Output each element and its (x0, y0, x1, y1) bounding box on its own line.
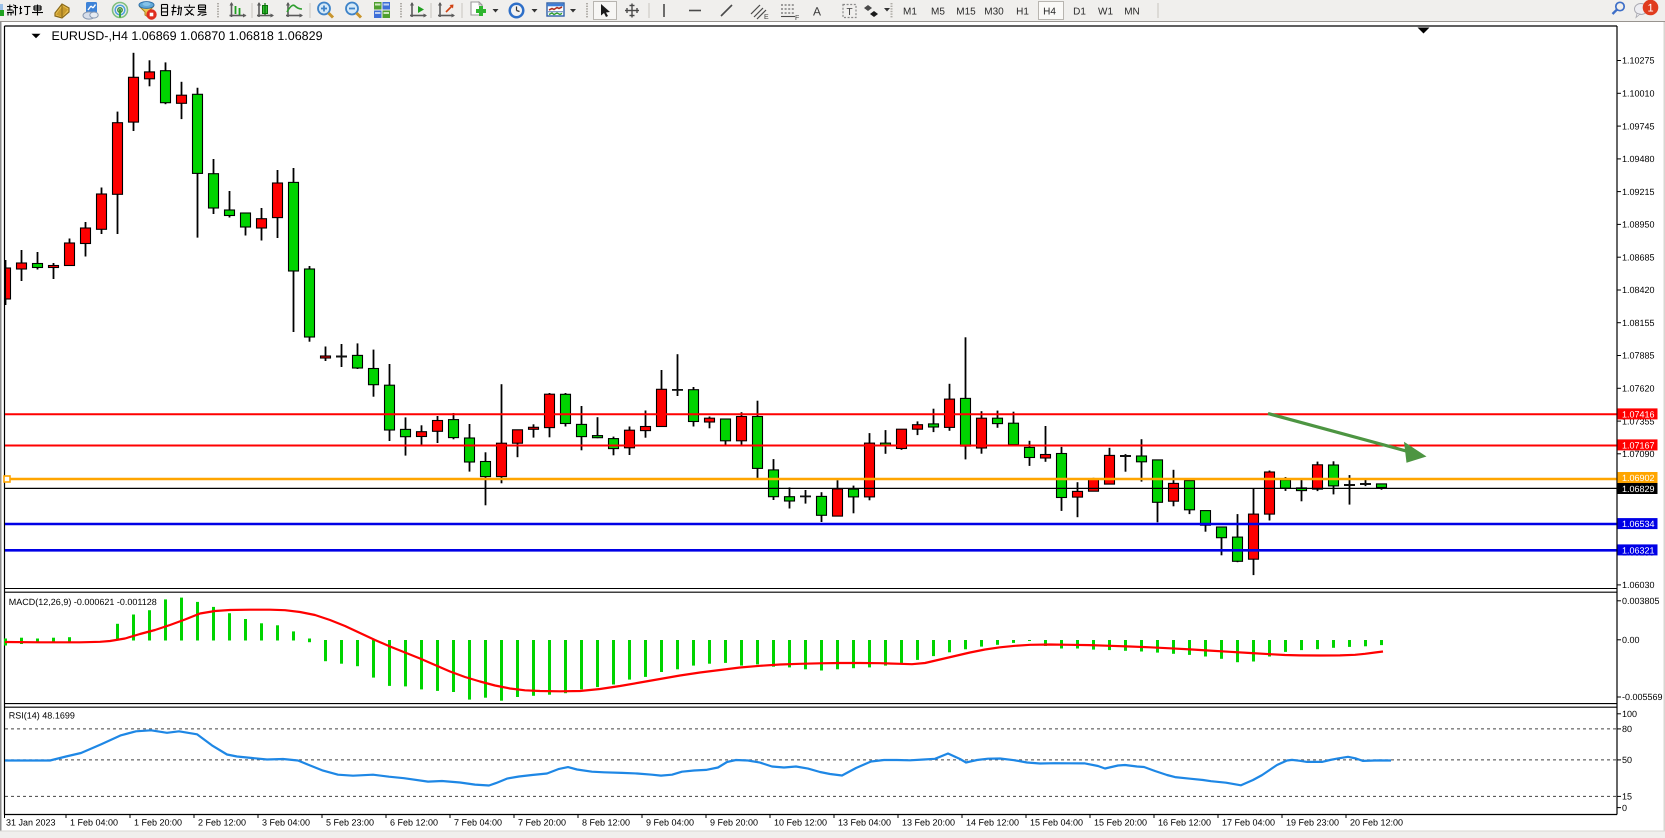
svg-text:1 Feb 04:00: 1 Feb 04:00 (70, 818, 118, 828)
svg-text:1.09480: 1.09480 (1622, 154, 1655, 164)
svg-text:31 Jan 2023: 31 Jan 2023 (6, 818, 56, 828)
svg-text:1.06534: 1.06534 (1622, 519, 1655, 529)
svg-text:7 Feb 20:00: 7 Feb 20:00 (518, 818, 566, 828)
svg-text:1.07416: 1.07416 (1622, 409, 1655, 419)
svg-text:19 Feb 23:00: 19 Feb 23:00 (1286, 818, 1339, 828)
svg-text:16 Feb 12:00: 16 Feb 12:00 (1158, 818, 1211, 828)
svg-text:10 Feb 12:00: 10 Feb 12:00 (774, 818, 827, 828)
svg-text:2 Feb 12:00: 2 Feb 12:00 (198, 818, 246, 828)
svg-text:1 Feb 20:00: 1 Feb 20:00 (134, 818, 182, 828)
svg-text:3 Feb 04:00: 3 Feb 04:00 (262, 818, 310, 828)
svg-text:M15: M15 (956, 7, 976, 18)
svg-text:1.07167: 1.07167 (1622, 440, 1655, 450)
svg-text:13 Feb 04:00: 13 Feb 04:00 (838, 818, 891, 828)
svg-text:MACD(12,26,9) -0.000621 -0.001: MACD(12,26,9) -0.000621 -0.001128 (9, 597, 157, 607)
svg-text:100: 100 (1622, 709, 1637, 719)
svg-text:1.07355: 1.07355 (1622, 416, 1655, 426)
svg-text:1.10275: 1.10275 (1622, 56, 1655, 66)
svg-text:W1: W1 (1098, 7, 1113, 18)
svg-text:1.07090: 1.07090 (1622, 449, 1655, 459)
svg-text:H4: H4 (1043, 7, 1056, 18)
svg-text:T: T (847, 7, 853, 18)
svg-text:F: F (795, 15, 799, 22)
svg-text:1.06829: 1.06829 (1622, 484, 1655, 494)
svg-text:E: E (764, 14, 769, 21)
svg-text:80: 80 (1622, 724, 1632, 734)
svg-text:7 Feb 04:00: 7 Feb 04:00 (454, 818, 502, 828)
svg-text:5 Feb 23:00: 5 Feb 23:00 (326, 818, 374, 828)
svg-text:-0.005569: -0.005569 (1622, 692, 1663, 702)
svg-text:8 Feb 12:00: 8 Feb 12:00 (582, 818, 630, 828)
svg-text:20 Feb 12:00: 20 Feb 12:00 (1350, 818, 1403, 828)
svg-text:H1: H1 (1016, 7, 1029, 18)
svg-text:17 Feb 04:00: 17 Feb 04:00 (1222, 818, 1275, 828)
svg-text:9 Feb 20:00: 9 Feb 20:00 (710, 818, 758, 828)
svg-text:1.10010: 1.10010 (1622, 89, 1655, 99)
svg-text:0.003805: 0.003805 (1622, 596, 1660, 606)
svg-text:D1: D1 (1073, 7, 1086, 18)
svg-text:1.06030: 1.06030 (1622, 580, 1655, 590)
svg-text:1.06321: 1.06321 (1622, 545, 1655, 555)
svg-text:M5: M5 (931, 7, 945, 18)
svg-text:1.09215: 1.09215 (1622, 187, 1655, 197)
svg-text:50: 50 (1622, 755, 1632, 765)
svg-text:1: 1 (1647, 3, 1653, 15)
svg-text:EURUSD-,H4 1.06869 1.06870 1.: EURUSD-,H4 1.06869 1.06870 1.06818 1.068… (52, 29, 323, 43)
svg-text:M30: M30 (984, 7, 1004, 18)
svg-text:9 Feb 04:00: 9 Feb 04:00 (646, 818, 694, 828)
svg-text:15 Feb 04:00: 15 Feb 04:00 (1030, 818, 1083, 828)
svg-text:14 Feb 12:00: 14 Feb 12:00 (966, 818, 1019, 828)
svg-text:A: A (813, 5, 821, 19)
svg-text:1.06902: 1.06902 (1622, 473, 1655, 483)
svg-text:1.08685: 1.08685 (1622, 252, 1655, 262)
svg-text:1.09745: 1.09745 (1622, 121, 1655, 131)
svg-text:1.08155: 1.08155 (1622, 318, 1655, 328)
svg-text:1.07620: 1.07620 (1622, 384, 1655, 394)
svg-text:1.08420: 1.08420 (1622, 285, 1655, 295)
svg-text:1.07885: 1.07885 (1622, 351, 1655, 361)
svg-text:1.08950: 1.08950 (1622, 220, 1655, 230)
svg-text:0: 0 (1622, 803, 1627, 813)
svg-text:M1: M1 (903, 7, 917, 18)
svg-text:0.00: 0.00 (1622, 635, 1640, 645)
svg-text:15 Feb 20:00: 15 Feb 20:00 (1094, 818, 1147, 828)
svg-text:13 Feb 20:00: 13 Feb 20:00 (902, 818, 955, 828)
svg-text:MN: MN (1124, 7, 1140, 18)
svg-text:6 Feb 12:00: 6 Feb 12:00 (390, 818, 438, 828)
svg-text:RSI(14) 48.1699: RSI(14) 48.1699 (9, 711, 75, 721)
svg-text:15: 15 (1622, 792, 1632, 802)
